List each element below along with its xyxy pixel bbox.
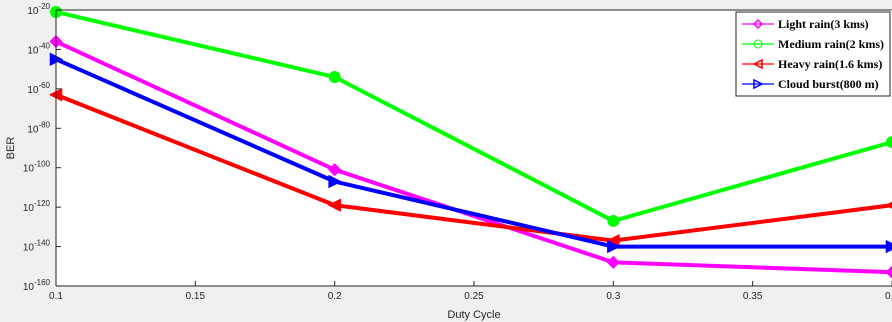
point-marker: [328, 71, 341, 84]
point-marker: [607, 214, 620, 227]
series-group: [49, 52, 892, 254]
y-tick-label: 10-160: [23, 278, 51, 293]
point-marker: [752, 18, 764, 30]
point-marker: [885, 265, 892, 279]
y-tick-label: 10-80: [27, 120, 50, 135]
y-tick-label: 10-60: [27, 81, 50, 96]
x-axis-title: Duty Cycle: [447, 309, 500, 321]
x-tick-label: 0.35: [743, 291, 763, 302]
plot-content: [48, 5, 892, 279]
legend: Light rain(3 kms) Medium rain(2 kms) Heavy…: [735, 11, 891, 97]
legend-label: Heavy rain(1.6 kms): [778, 57, 882, 71]
series-group: [50, 5, 892, 227]
y-tick-label: 10-20: [27, 2, 50, 17]
point-marker: [327, 198, 341, 212]
x-tick-label: 0.1: [49, 291, 63, 302]
y-axis-title: BER: [5, 137, 17, 160]
x-tick-label: 0.2: [328, 291, 342, 302]
legend-label: Cloud burst(800 m): [778, 77, 879, 91]
series-line: [55, 92, 892, 243]
y-tick-label: 10-140: [23, 239, 51, 254]
point-marker: [606, 255, 620, 269]
legend-box: [735, 11, 891, 97]
x-tick-label: 0.25: [464, 291, 484, 302]
y-tick-label: 10-120: [23, 199, 51, 214]
x-tick-label: 0.3: [606, 291, 620, 302]
point-marker: [752, 58, 763, 70]
point-marker: [328, 174, 342, 189]
point-marker: [328, 163, 342, 177]
series-line: [55, 57, 892, 249]
x-tick-label: 0.4: [885, 291, 892, 302]
point-marker: [884, 201, 892, 209]
point-marker: [753, 39, 763, 49]
x-tick-label: 0.15: [186, 291, 206, 302]
series-line: [55, 10, 892, 223]
legend-label: Medium rain(2 kms): [778, 37, 884, 51]
x-ticks: 0.1 0.15 0.2 0.25 0.3 0.35 0.4: [49, 281, 892, 302]
point-marker: [607, 239, 621, 254]
y-tick-label: 10-100: [23, 160, 51, 175]
point-marker: [753, 78, 764, 90]
point-marker: [885, 239, 892, 254]
legend-label: Light rain(3 kms): [778, 17, 869, 31]
point-marker: [886, 136, 892, 149]
y-tick-label: 10-40: [27, 41, 50, 56]
